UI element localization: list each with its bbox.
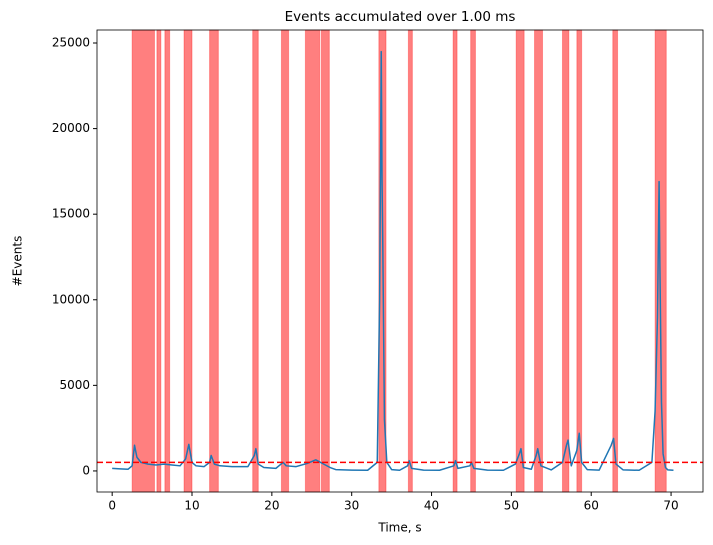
- highlight-span: [304, 29, 321, 493]
- x-axis-label: Time, s: [377, 521, 421, 535]
- highlight-span: [534, 29, 544, 493]
- highlight-span: [131, 29, 155, 493]
- highlight-span: [452, 29, 458, 493]
- plot-frame: [96, 29, 704, 493]
- highlight-span: [156, 29, 162, 493]
- highlight-span: [407, 29, 413, 493]
- highlight-span: [612, 29, 619, 493]
- y-axis-label: #Events: [11, 236, 25, 287]
- x-tick-label: 30: [344, 499, 359, 513]
- y-tick-label: 20000: [52, 121, 90, 135]
- x-tick-label: 20: [264, 499, 279, 513]
- y-tick-label: 5000: [59, 378, 90, 392]
- x-tick-label: 50: [504, 499, 519, 513]
- x-tick-label: 0: [108, 499, 116, 513]
- highlight-span: [183, 29, 193, 493]
- y-tick-label: 25000: [52, 36, 90, 50]
- y-tick-label: 0: [82, 463, 90, 477]
- highlight-span: [280, 29, 290, 493]
- highlight-span: [561, 29, 570, 493]
- highlight-span: [576, 29, 583, 493]
- x-tick-label: 70: [663, 499, 678, 513]
- highlight-span: [320, 29, 330, 493]
- highlight-span: [164, 29, 171, 493]
- x-tick-label: 60: [584, 499, 599, 513]
- x-tick-label: 40: [424, 499, 439, 513]
- y-tick-label: 15000: [52, 207, 90, 221]
- chart-title: Events accumulated over 1.00 ms: [285, 9, 516, 25]
- highlight-span: [470, 29, 476, 493]
- highlight-span: [252, 29, 259, 493]
- x-tick-label: 10: [184, 499, 199, 513]
- data-line: [112, 50, 674, 472]
- highlight-span: [209, 29, 219, 493]
- highlight-span: [654, 29, 667, 493]
- highlight-span: [515, 29, 525, 493]
- y-tick-label: 10000: [52, 292, 90, 306]
